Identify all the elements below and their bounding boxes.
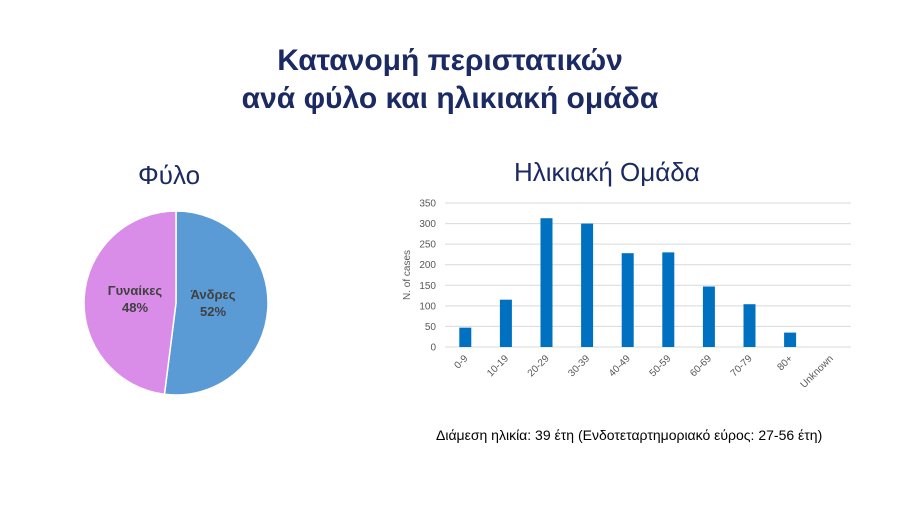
x-tick-label: 40-49 xyxy=(607,353,633,379)
y-tick-label: 350 xyxy=(419,199,436,210)
y-tick-label: 100 xyxy=(419,301,436,312)
page-title: Κατανομή περιστατικών ανά φύλο και ηλικι… xyxy=(0,42,900,118)
y-axis-label: N. of cases xyxy=(402,250,413,300)
pie-slice-female xyxy=(83,210,177,396)
y-tick-label: 0 xyxy=(430,343,436,354)
x-tick-label: 70-79 xyxy=(729,353,755,379)
x-tick-label: 80+ xyxy=(775,353,795,373)
y-tick-label: 200 xyxy=(419,260,436,271)
bar-30-39 xyxy=(581,223,594,347)
bar-80+ xyxy=(784,332,797,347)
y-tick-label: 300 xyxy=(419,219,436,230)
bar-60-69 xyxy=(702,286,715,347)
pie-slice-percent: 52% xyxy=(200,304,226,319)
x-tick-label: 50-59 xyxy=(648,353,674,379)
x-tick-label: 60-69 xyxy=(688,353,714,379)
pie-slice-label: Γυναίκες xyxy=(108,283,163,298)
bar-10-19 xyxy=(499,299,512,347)
pie-slice-male xyxy=(163,210,269,396)
x-tick-label: 30-39 xyxy=(566,353,592,379)
y-tick-label: 150 xyxy=(419,281,436,292)
bar-0-9 xyxy=(459,327,472,347)
bar-40-49 xyxy=(621,253,634,347)
bar-50-59 xyxy=(662,252,675,347)
x-tick-label: 10-19 xyxy=(485,353,511,379)
page-title-line-1: Κατανομή περιστατικών xyxy=(277,44,623,77)
bar-20-29 xyxy=(540,218,553,347)
bar-chart-title: Ηλικιακή Ομάδα xyxy=(514,157,700,187)
page-title-line-2: ανά φύλο και ηλικιακή ομάδα xyxy=(241,82,659,115)
x-tick-label: 20-29 xyxy=(526,353,552,379)
pie-slice-label: Άνδρες xyxy=(191,287,236,302)
pie-chart-title: Φύλο xyxy=(138,160,201,190)
median-age-note: Διάμεση ηλικία: 39 έτη (Ενδοτεταρτημορια… xyxy=(436,427,823,443)
bar-70-79 xyxy=(743,304,756,347)
x-tick-label: 0-9 xyxy=(452,353,470,371)
x-tick-label: Unknown xyxy=(799,353,836,390)
y-tick-label: 250 xyxy=(419,240,436,251)
y-tick-label: 50 xyxy=(425,322,437,333)
pie-slice-percent: 48% xyxy=(122,300,148,315)
